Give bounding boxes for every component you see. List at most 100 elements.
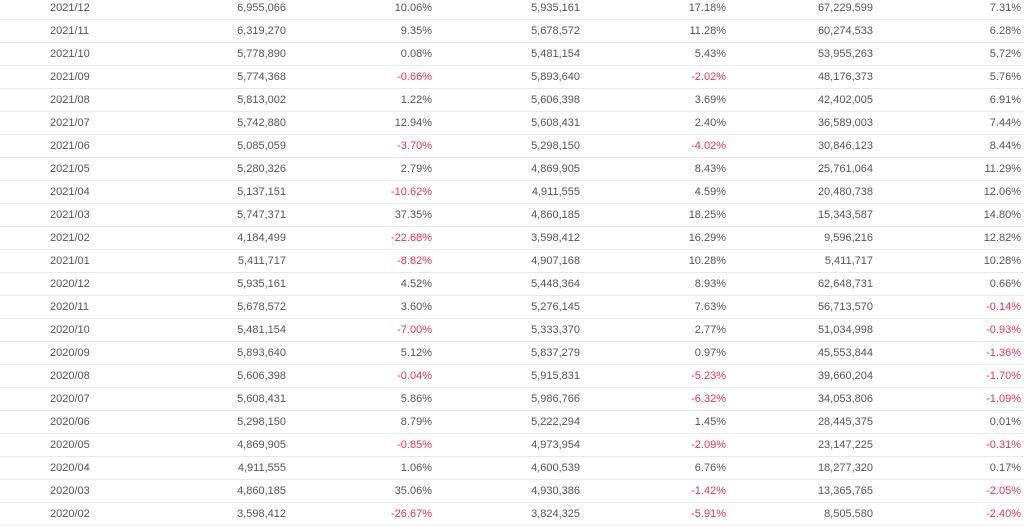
value-b-change-cell: 17.18% [580, 0, 726, 20]
table-row: 2021/07 5,742,880 12.94% 5,608,431 2.40% 36,5… [0, 111, 1024, 135]
value-b-change-cell: -4.02% [580, 134, 726, 158]
value-b-change-cell: 6.76% [580, 456, 726, 480]
value-b-change-cell: 2.40% [580, 111, 726, 135]
cumulative-change-cell: -0.14% [873, 295, 1021, 319]
cumulative-cell: 20,480,738 [726, 180, 873, 204]
value-a-change-cell: -26.67% [286, 502, 432, 526]
value-b-change-cell: 4.59% [580, 180, 726, 204]
cumulative-cell: 34,053,806 [726, 387, 873, 411]
cumulative-cell: 8,505,580 [726, 502, 873, 526]
row-spacer [1021, 180, 1024, 204]
value-a-cell: 6,955,066 [150, 0, 286, 20]
cumulative-change-cell: 6.28% [873, 19, 1021, 43]
value-a-change-cell: -0.04% [286, 364, 432, 388]
value-a-cell: 5,298,150 [150, 410, 286, 434]
month-cell: 2021/10 [0, 42, 150, 66]
value-a-cell: 5,747,371 [150, 203, 286, 227]
cumulative-cell: 13,365,765 [726, 479, 873, 503]
month-cell: 2021/08 [0, 88, 150, 112]
value-b-cell: 4,907,168 [432, 249, 580, 273]
cumulative-cell: 67,229,599 [726, 0, 873, 20]
value-b-change-cell: 16.29% [580, 226, 726, 250]
value-b-cell: 3,598,412 [432, 226, 580, 250]
value-a-change-cell: 12.94% [286, 111, 432, 135]
table-row: 2020/10 5,481,154 -7.00% 5,333,370 2.77% 51,0… [0, 318, 1024, 342]
value-a-cell: 5,608,431 [150, 387, 286, 411]
row-spacer [1021, 433, 1024, 457]
value-b-cell: 5,608,431 [432, 111, 580, 135]
table-row: 2020/09 5,893,640 5.12% 5,837,279 0.97% 45,55… [0, 341, 1024, 365]
cumulative-cell: 25,761,064 [726, 157, 873, 181]
month-cell: 2020/05 [0, 433, 150, 457]
value-a-change-cell: -0.85% [286, 433, 432, 457]
table-row: 2021/03 5,747,371 37.35% 4,860,185 18.25% 15,… [0, 203, 1024, 227]
value-a-change-cell: -22.68% [286, 226, 432, 250]
value-b-change-cell: 18.25% [580, 203, 726, 227]
value-b-cell: 5,481,154 [432, 42, 580, 66]
cumulative-change-cell: 6.91% [873, 88, 1021, 112]
value-b-change-cell: 8.93% [580, 272, 726, 296]
cumulative-change-cell: 10.28% [873, 249, 1021, 273]
value-b-cell: 4,869,905 [432, 157, 580, 181]
month-cell: 2020/08 [0, 364, 150, 388]
table-row: 2021/11 6,319,270 9.35% 5,678,572 11.28% 60,2… [0, 19, 1024, 43]
cumulative-change-cell: -2.05% [873, 479, 1021, 503]
cumulative-change-cell: 11.29% [873, 157, 1021, 181]
cumulative-cell: 60,274,533 [726, 19, 873, 43]
value-b-cell: 4,600,539 [432, 456, 580, 480]
month-cell: 2020/09 [0, 341, 150, 365]
cumulative-change-cell: -1.70% [873, 364, 1021, 388]
value-a-change-cell: 35.06% [286, 479, 432, 503]
month-cell: 2020/11 [0, 295, 150, 319]
month-cell: 2020/07 [0, 387, 150, 411]
row-spacer [1021, 295, 1024, 319]
value-a-cell: 3,598,412 [150, 502, 286, 526]
value-b-cell: 5,915,831 [432, 364, 580, 388]
value-a-cell: 4,860,185 [150, 479, 286, 503]
cumulative-cell: 56,713,570 [726, 295, 873, 319]
cumulative-cell: 5,411,717 [726, 249, 873, 273]
value-a-change-cell: -8.82% [286, 249, 432, 273]
table-row: 2021/01 5,411,717 -8.82% 4,907,168 10.28% 5,4… [0, 249, 1024, 273]
row-spacer [1021, 456, 1024, 480]
table-row: 2020/11 5,678,572 3.60% 5,276,145 7.63% 56,71… [0, 295, 1024, 319]
value-b-cell: 5,333,370 [432, 318, 580, 342]
table-row: 2020/02 3,598,412 -26.67% 3,824,325 -5.91% 8,… [0, 502, 1024, 526]
cumulative-cell: 23,147,225 [726, 433, 873, 457]
cumulative-cell: 30,846,123 [726, 134, 873, 158]
table-row: 2020/05 4,869,905 -0.85% 4,973,954 -2.09% 23,… [0, 433, 1024, 457]
value-b-change-cell: 0.97% [580, 341, 726, 365]
row-spacer [1021, 203, 1024, 227]
month-cell: 2020/10 [0, 318, 150, 342]
row-spacer [1021, 65, 1024, 89]
row-spacer [1021, 42, 1024, 66]
value-b-change-cell: 1.45% [580, 410, 726, 434]
cumulative-cell: 45,553,844 [726, 341, 873, 365]
value-a-change-cell: 3.60% [286, 295, 432, 319]
month-cell: 2021/09 [0, 65, 150, 89]
cumulative-cell: 18,277,320 [726, 456, 873, 480]
row-spacer [1021, 226, 1024, 250]
month-cell: 2021/02 [0, 226, 150, 250]
table-row: 2020/08 5,606,398 -0.04% 5,915,831 -5.23% 39,… [0, 364, 1024, 388]
month-cell: 2020/02 [0, 502, 150, 526]
row-spacer [1021, 387, 1024, 411]
cumulative-cell: 9,596,216 [726, 226, 873, 250]
table-row: 2021/06 5,085,059 -3.70% 5,298,150 -4.02% 30,… [0, 134, 1024, 158]
row-spacer [1021, 410, 1024, 434]
value-b-change-cell: -2.02% [580, 65, 726, 89]
value-a-change-cell: 1.22% [286, 88, 432, 112]
value-b-cell: 3,824,325 [432, 502, 580, 526]
month-cell: 2021/06 [0, 134, 150, 158]
row-spacer [1021, 157, 1024, 181]
cumulative-change-cell: 0.01% [873, 410, 1021, 434]
value-a-cell: 5,742,880 [150, 111, 286, 135]
value-b-cell: 4,911,555 [432, 180, 580, 204]
value-a-change-cell: -7.00% [286, 318, 432, 342]
cumulative-change-cell: -1.36% [873, 341, 1021, 365]
value-a-change-cell: -3.70% [286, 134, 432, 158]
table-row: 2020/04 4,911,555 1.06% 4,600,539 6.76% 18,27… [0, 456, 1024, 480]
cumulative-change-cell: -2.40% [873, 502, 1021, 526]
month-cell: 2020/03 [0, 479, 150, 503]
